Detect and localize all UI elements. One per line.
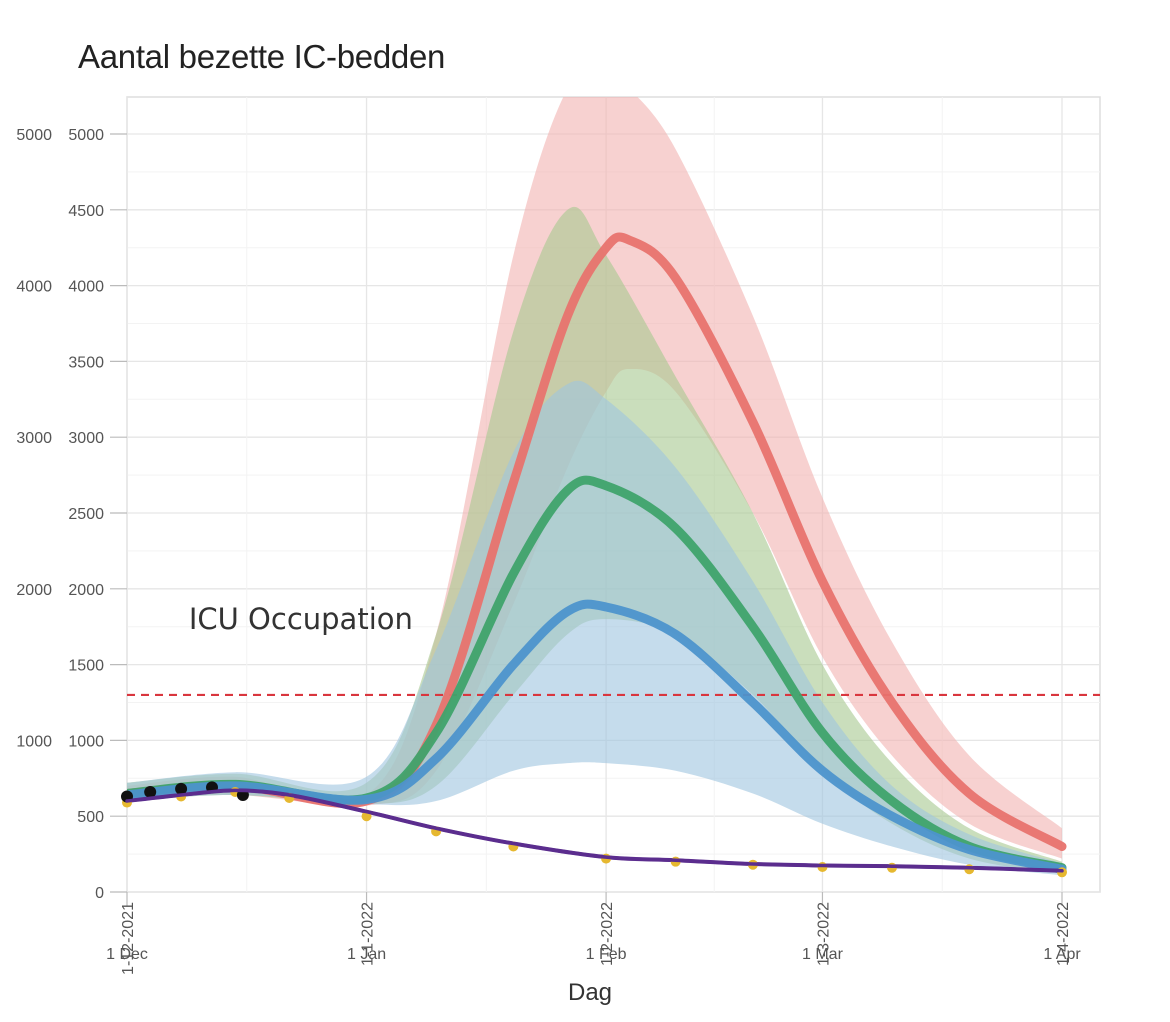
y-tick-label: 4000 (68, 279, 104, 296)
y-tick-label: 1000 (68, 733, 104, 750)
x-tick-label-rotated: 1-3-2022 (815, 902, 832, 966)
series-line-3 (127, 599, 1067, 874)
x-tick-label: 1 Feb (586, 946, 627, 963)
y-tick-label: 3000 (68, 430, 104, 447)
y-tick-overlay-label: 3000 (16, 430, 52, 447)
x-tick-label: 1 Dec (106, 946, 148, 963)
y-tick-label: 5000 (68, 127, 104, 144)
observed-point (175, 782, 188, 795)
x-tick-label: 1 Apr (1043, 946, 1081, 963)
y-tick-label: 2500 (68, 506, 104, 523)
y-tick-overlay-label: 5000 (16, 127, 52, 144)
observed-point (144, 785, 157, 798)
x-tick-label-rotated: 1-2-2022 (599, 902, 616, 966)
y-tick-label: 1500 (68, 658, 104, 675)
observed-trend-line (125, 788, 1064, 873)
y-tick-label: 0 (95, 885, 104, 902)
confidence-band-3 (127, 380, 1062, 876)
x-tick-label-rotated: 1-1-2022 (360, 902, 377, 966)
y-tick-label: 2000 (68, 582, 104, 599)
y-tick-overlay-label: 4000 (16, 279, 52, 296)
y-tick-overlay-label: 1000 (16, 733, 52, 750)
y-tick-overlay-label: 2000 (16, 582, 52, 599)
chart-title: Aantal bezette IC-bedden (78, 38, 446, 75)
x-tick-label-rotated: 1-4-2022 (1055, 902, 1072, 966)
observed-points (121, 781, 1067, 878)
x-tick-label-rotated: 1-12-2021 (120, 902, 137, 975)
y-axis-ticks: 0 500 1000 1500 2000 2500 3000 3500 4000 4500 5000… (16, 127, 127, 902)
annotation-label: ICU Occupation (189, 602, 413, 636)
y-tick-label: 500 (77, 809, 104, 826)
x-tick-label: 1 Jan (347, 946, 386, 963)
y-tick-label: 4500 (68, 203, 104, 220)
x-tick-label: 1 Mar (802, 946, 844, 963)
y-tick-label: 3500 (68, 354, 104, 371)
x-axis-label: Dag (568, 979, 612, 1006)
annotations: ICU Occupation (189, 602, 413, 636)
